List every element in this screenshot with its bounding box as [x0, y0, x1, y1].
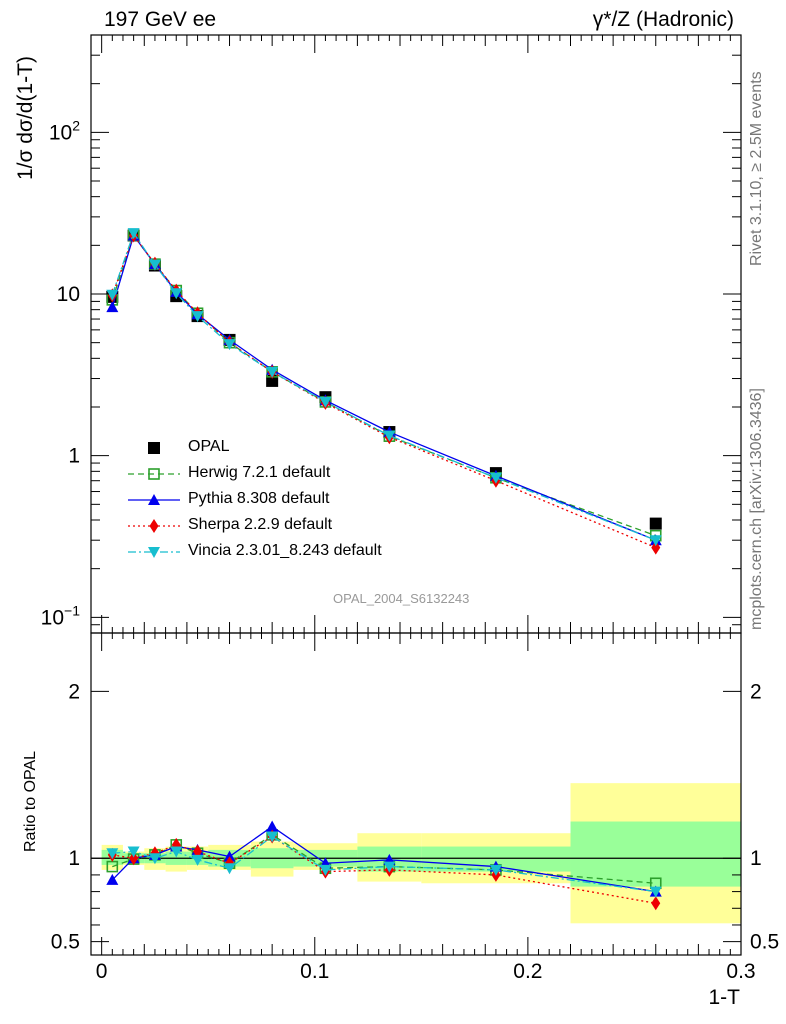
ratio-point-sherpa-1: [129, 851, 139, 866]
main-ytick-label-2: 10: [57, 283, 80, 306]
ratio-point-vincia-2: [148, 853, 161, 865]
ratio-point-vincia-10: [649, 886, 662, 898]
main-point-opal-6: [266, 374, 279, 387]
ratio-point-vincia-8: [383, 861, 396, 873]
axes-layer: 10−1 1 10 102 0.5 0.5 1 1 2 2 0 0.1 0.2 0.3: [41, 34, 779, 983]
header-left: 197 GeV ee: [104, 8, 217, 31]
mcplots-credit-label: mcplots.cern.ch [arXiv:1306.3436]: [748, 388, 765, 630]
legend-label-pythia: Pythia 8.308 default: [188, 490, 330, 507]
main-point-vincia-9: [489, 472, 502, 484]
x-axis-label: 1-T: [708, 986, 741, 1009]
main-point-vincia-2: [148, 259, 161, 271]
ratio-series-layer: [106, 820, 662, 911]
main-point-vincia-7: [319, 396, 332, 408]
main-point-vincia-3: [170, 288, 183, 300]
ratio-point-pythia-6: [266, 820, 279, 832]
legend-markers: [128, 442, 180, 558]
xtick-label-3: 0.3: [726, 960, 755, 983]
header-right: γ*/Z (Hadronic): [592, 8, 734, 31]
ratio-point-vincia-6: [266, 831, 279, 843]
main-point-vincia-6: [266, 366, 279, 378]
xtick-label-1: 0.1: [300, 960, 329, 983]
main-point-vincia-8: [383, 430, 396, 442]
ratio-point-vincia-0: [106, 848, 119, 860]
main-point-vincia-4: [191, 311, 204, 323]
ratio-ytick-label-left-2: 2: [68, 680, 80, 703]
main-point-opal-10: [649, 517, 662, 530]
analysis-watermark: OPAL_2004_S6132243: [333, 591, 470, 606]
legend-marker-pythia: [148, 494, 160, 505]
main-ytick-label-3: 102: [49, 117, 80, 144]
main-point-vincia-10: [649, 535, 662, 547]
xtick-label-0: 0: [96, 960, 108, 983]
legend-marker-sherpa: [149, 519, 159, 533]
ratio-band-inner-10: [570, 821, 741, 887]
ratio-point-vincia-4: [191, 854, 204, 866]
ratio-point-vincia-3: [170, 846, 183, 858]
ratio-ytick-label-right-2: 2: [750, 680, 762, 703]
main-ytick-label-1: 1: [68, 445, 80, 468]
ratio-y-axis-label: Ratio to OPAL: [22, 750, 39, 852]
legend-marker-herwig: [148, 468, 160, 480]
legend-marker-vincia: [148, 547, 160, 558]
main-point-vincia-1: [127, 228, 140, 240]
ratio-ytick-label-left-0: 0.5: [51, 931, 80, 954]
ratio-frame: [90, 632, 742, 956]
legend-marker-opal: [148, 442, 160, 454]
ratio-uncertainty-bands: [91, 783, 741, 924]
legend-label-sherpa: Sherpa 2.2.9 default: [188, 516, 333, 533]
main-point-vincia-5: [223, 339, 236, 351]
main-point-vincia-0: [106, 289, 119, 301]
main-ytick-label-0: 10−1: [41, 602, 81, 629]
ratio-point-pythia-0: [106, 873, 119, 885]
ratio-point-vincia-1: [127, 846, 140, 858]
legend-label-vincia: Vincia 2.3.01_8.243 default: [188, 542, 382, 559]
ratio-point-pythia-5: [223, 850, 236, 862]
ratio-ytick-label-left-1: 1: [68, 847, 80, 870]
main-y-axis-label: 1/σ dσ/d(1-T): [14, 56, 37, 180]
ratio-point-vincia-7: [319, 864, 332, 876]
ratio-point-vincia-5: [223, 863, 236, 875]
ratio-point-vincia-9: [489, 864, 502, 876]
ratio-line-vincia: [112, 835, 656, 893]
main-point-sherpa-10: [651, 540, 661, 555]
ratio-point-sherpa-10: [651, 896, 661, 911]
main-series-layer: [106, 228, 662, 555]
ratio-ytick-label-right-0: 0.5: [750, 931, 779, 954]
legend-label-herwig: Herwig 7.2.1 default: [188, 464, 331, 481]
ratio-ytick-label-right-1: 1: [750, 847, 762, 870]
xtick-label-2: 0.2: [513, 960, 542, 983]
main-point-pythia-0: [106, 301, 119, 313]
legend-label-opal: OPAL: [188, 438, 230, 455]
rivet-version-label: Rivet 3.1.10, ≥ 2.5M events: [748, 71, 765, 266]
ratio-line-sherpa: [112, 835, 656, 904]
